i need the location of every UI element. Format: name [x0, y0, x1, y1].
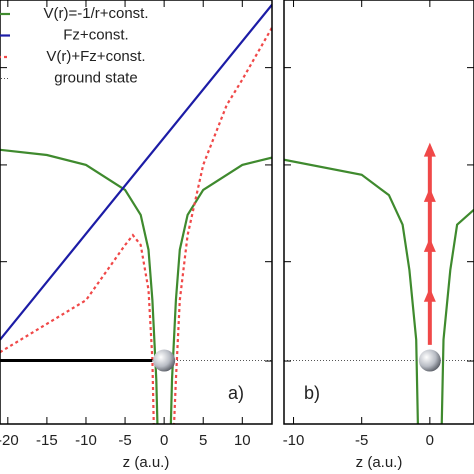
frame — [283, 0, 474, 425]
arrow-head — [423, 187, 436, 202]
ball — [153, 349, 176, 372]
plot-area — [284, 142, 474, 424]
series-line — [0, 4, 272, 341]
x-tick-label: 0 — [160, 432, 168, 449]
x-tick-label: -10 — [75, 432, 97, 449]
x-tick-label: 10 — [234, 432, 251, 449]
series-line — [284, 158, 474, 424]
x-axis-label: z (a.u.) — [123, 454, 170, 471]
frame — [0, 0, 273, 425]
x-tick-label: -20 — [0, 432, 19, 449]
ball — [418, 349, 441, 372]
x-tick-label: 5 — [199, 432, 207, 449]
x-tick-label: -5 — [118, 432, 131, 449]
arrow-head — [423, 142, 436, 157]
legend-label: V(r)=-1/r+const. — [43, 5, 148, 22]
x-tick-label: -15 — [36, 432, 58, 449]
x-axis-label: z (a.u.) — [356, 454, 403, 471]
legend-label: V(r)+Fz+const. — [46, 48, 145, 65]
legend-label: Fz+const. — [63, 26, 128, 43]
panel-label: b) — [304, 383, 320, 403]
legend-label: ground state — [54, 69, 137, 86]
x-tick-label: 0 — [426, 432, 434, 449]
series-line — [0, 27, 272, 424]
x-tick-label: -10 — [283, 432, 305, 449]
series-line — [0, 148, 272, 424]
arrow-head — [423, 237, 436, 252]
panel-label: a) — [228, 383, 244, 403]
arrow-head — [423, 287, 436, 302]
x-tick-label: -5 — [355, 432, 368, 449]
